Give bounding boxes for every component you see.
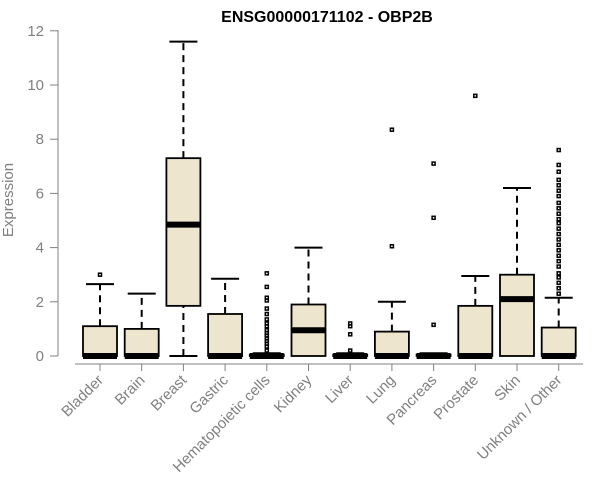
- outlier-point: [556, 275, 561, 280]
- box: [165, 157, 202, 307]
- outlier-point: [431, 161, 436, 166]
- y-tick-label: 12: [27, 23, 44, 40]
- outlier-point: [556, 253, 561, 258]
- outlier-point: [347, 332, 353, 337]
- box: [499, 273, 535, 357]
- outlier-point: [264, 295, 270, 300]
- outlier-point: [556, 264, 561, 269]
- outlier-point: [264, 284, 270, 290]
- box-group: [290, 246, 327, 357]
- outlier-point: [556, 258, 561, 264]
- outlier-point: [556, 216, 561, 222]
- x-tick-label: Bladder: [58, 372, 107, 421]
- box: [207, 313, 244, 357]
- box: [540, 326, 577, 357]
- box-series: [82, 40, 577, 359]
- outlier-point: [556, 291, 561, 296]
- box: [373, 330, 410, 357]
- outlier-point: [556, 231, 561, 237]
- chart-title: ENSG00000171102 - OBP2B: [221, 9, 433, 26]
- outlier-point: [347, 348, 353, 353]
- box: [457, 304, 494, 357]
- box-group: [165, 40, 202, 357]
- box-group: [332, 321, 369, 359]
- outlier-point: [556, 220, 561, 226]
- x-tick-label: Prostate: [431, 372, 483, 424]
- box-group: [82, 272, 118, 359]
- box: [82, 325, 118, 357]
- outlier-point: [264, 348, 270, 353]
- outlier-point: [389, 127, 395, 132]
- y-ticks: 0 2 4 6 8 10 12: [27, 23, 58, 365]
- outlier-point: [431, 322, 436, 328]
- outlier-point: [556, 211, 561, 216]
- x-tick-label: Skin: [491, 372, 524, 405]
- box: [123, 327, 160, 357]
- x-tick-label: Lung: [363, 372, 399, 408]
- outlier-point: [556, 226, 561, 231]
- outlier-point: [556, 183, 561, 188]
- box-group: [248, 271, 285, 359]
- outlier-point: [264, 311, 270, 317]
- outlier-point: [473, 93, 478, 99]
- outlier-point: [556, 162, 561, 168]
- box-group: [373, 127, 410, 359]
- y-tick-label: 4: [36, 240, 44, 257]
- outlier-point: [264, 328, 270, 333]
- outlier-point: [556, 248, 561, 253]
- x-tick-label: Breast: [148, 371, 191, 414]
- outlier-point: [556, 286, 561, 291]
- y-tick-label: 10: [27, 77, 44, 94]
- outlier-point: [389, 243, 395, 249]
- outlier-point: [431, 215, 436, 221]
- outlier-point: [556, 200, 561, 206]
- outlier-point: [556, 147, 561, 153]
- box-group: [499, 186, 535, 357]
- y-tick-label: 0: [36, 348, 44, 365]
- outlier-point: [347, 321, 353, 326]
- outlier-point: [556, 242, 561, 248]
- x-tick-label: Liver: [322, 372, 357, 407]
- x-tick-label: Brain: [112, 372, 149, 409]
- box-group: [540, 147, 577, 359]
- y-tick-label: 8: [36, 131, 44, 148]
- y-tick-label: 6: [36, 185, 44, 202]
- outlier-point: [264, 271, 270, 276]
- outlier-point: [556, 177, 561, 183]
- outlier-point: [556, 237, 561, 242]
- outlier-point: [264, 317, 270, 322]
- outlier-point: [556, 271, 561, 276]
- x-tick-label: Kidney: [271, 371, 316, 416]
- box-group: [207, 277, 244, 359]
- outlier-point: [556, 206, 561, 211]
- y-axis-label: Expression: [0, 163, 17, 237]
- y-tick-label: 2: [36, 294, 44, 311]
- outlier-point: [556, 193, 561, 199]
- outlier-point: [556, 169, 561, 174]
- outlier-point: [556, 188, 561, 193]
- outlier-point: [264, 321, 270, 326]
- box-group: [415, 161, 452, 359]
- outlier-point: [97, 272, 103, 277]
- outlier-point: [264, 306, 270, 311]
- box-group: [457, 93, 494, 359]
- outlier-point: [556, 280, 561, 286]
- box-group: [123, 292, 160, 359]
